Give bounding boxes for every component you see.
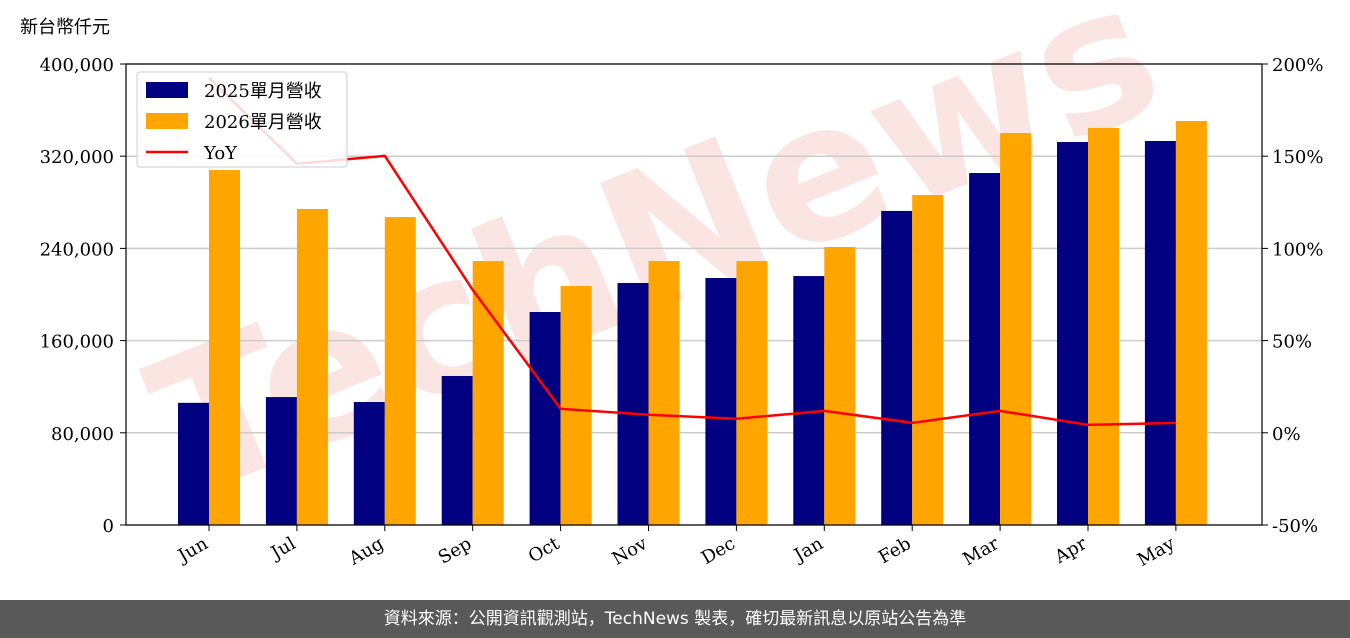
bar [560,285,592,525]
x-tick-label: Mar [959,533,1003,570]
bar [736,261,768,525]
x-tick-label: Oct [525,533,564,568]
bar [472,261,504,525]
bar [1088,127,1119,526]
x-tick-label: Sep [435,533,475,568]
bar [881,210,913,525]
bar [209,170,240,525]
bar [824,247,856,525]
y2-tick-label: -50% [1272,516,1318,537]
line [208,76,1176,427]
legend-label: 2026單月營收 [204,112,322,133]
y2-tick-label: 50% [1272,332,1312,353]
y-tick-label: 320,000 [40,147,114,168]
y2-tick-label: 0% [1272,424,1301,445]
x-tick-label: Nov [609,533,652,570]
footer: 資料來源：公開資訊觀測站，TechNews 製表，確切最新訊息以原站公告為準 [0,600,1350,638]
bar [617,282,649,525]
y-tick-label: 80,000 [51,424,114,445]
bar [529,312,561,525]
bar [648,261,680,525]
bar [296,208,328,525]
x-tick-label: Apr [1050,533,1090,568]
x-tick-label: Jul [266,533,300,565]
y2-tick-label: 200% [1272,55,1323,76]
bar [441,375,473,525]
x-tick-label: Jan [789,533,827,567]
legend-swatch [146,113,188,129]
y2-tick-label: 100% [1272,239,1323,260]
plot-frame [125,63,1263,526]
y-tick-label: 240,000 [40,239,114,260]
bar [1144,140,1176,525]
y-tick-label: 0 [103,516,114,537]
chart: 新台幣仟元 TechNews 080,000160,000240,000320,… [20,0,1323,571]
bar [1057,142,1088,526]
y-tick-label: 400,000 [40,55,114,76]
legend-label: 2025單月營收 [204,81,322,102]
bar [912,195,944,525]
y2-tick-label: 150% [1272,147,1323,168]
legend-swatch [146,82,188,98]
legend-box [136,71,348,168]
bar [705,278,737,525]
bar [1000,133,1032,526]
bar [265,397,297,525]
bar [384,217,416,525]
y-tick-label: 160,000 [40,332,114,353]
x-tick-label: Feb [875,533,915,568]
x-tick-label: Aug [345,533,388,570]
legend-label: YoY [203,143,238,164]
bar [353,402,385,525]
bar [178,402,209,525]
bar [969,173,1001,526]
y-axis-label: 新台幣仟元 [20,17,110,38]
bar [1175,121,1207,525]
x-tick-label: May [1134,533,1179,571]
x-tick-label: Dec [698,533,739,569]
bar [793,276,825,525]
